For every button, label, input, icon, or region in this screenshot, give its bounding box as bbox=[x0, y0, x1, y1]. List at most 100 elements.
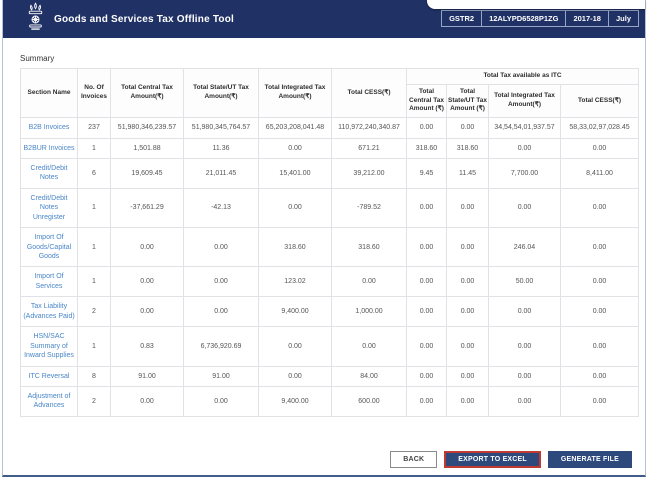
value-cell: 19,609.45 bbox=[111, 158, 184, 188]
value-cell: 1,501.88 bbox=[111, 138, 184, 158]
gstin-badge: 12ALYPD6528P1ZG bbox=[482, 11, 566, 26]
value-cell: 0.00 bbox=[332, 327, 407, 366]
value-cell: 110,972,240,340.87 bbox=[332, 118, 407, 138]
section-link[interactable]: Adjustment of Advances bbox=[28, 393, 71, 409]
value-cell: 2 bbox=[78, 297, 111, 327]
value-cell: 0.00 bbox=[489, 188, 561, 227]
section-link[interactable]: Credit/Debit Notes bbox=[31, 165, 68, 181]
value-cell: 0.00 bbox=[489, 138, 561, 158]
table-row: Adjustment of Advances20.000.009,400.006… bbox=[21, 386, 639, 416]
value-cell: 0.00 bbox=[447, 386, 489, 416]
section-link[interactable]: Tax Liability (Advances Paid) bbox=[23, 303, 74, 319]
value-cell: 1 bbox=[78, 138, 111, 158]
value-cell: 0.00 bbox=[489, 327, 561, 366]
section-link[interactable]: B2BUR Invoices bbox=[24, 145, 75, 152]
value-cell: 0.00 bbox=[184, 297, 259, 327]
value-cell: 11.45 bbox=[447, 158, 489, 188]
value-cell: 0.00 bbox=[111, 267, 184, 297]
value-cell: 0.00 bbox=[489, 297, 561, 327]
value-cell: 91.00 bbox=[184, 366, 259, 386]
section-link[interactable]: ITC Reversal bbox=[29, 373, 70, 380]
app-title: Goods and Services Tax Offline Tool bbox=[54, 14, 234, 25]
value-cell: 0.00 bbox=[407, 386, 447, 416]
table-row: HSN/SAC Summary of Inward Supplies10.836… bbox=[21, 327, 639, 366]
table-row: Credit/Debit Notes Unregister 1-37,661.29… bbox=[21, 188, 639, 227]
value-cell: 0.00 bbox=[407, 327, 447, 366]
value-cell: 6 bbox=[78, 158, 111, 188]
footer-actions: BACK EXPORT TO EXCEL GENERATE FILE bbox=[390, 451, 632, 468]
col-header-integrated-tax: Total Integrated Tax Amount(₹) bbox=[259, 69, 332, 118]
value-cell: 0.00 bbox=[447, 228, 489, 267]
col-header-itc-state: Total State/UT Tax Amount (₹) bbox=[447, 84, 489, 117]
section-name-cell: ITC Reversal bbox=[21, 366, 78, 386]
summary-table-body: B2B Invoices23751,980,346,239.5751,980,3… bbox=[21, 118, 639, 417]
value-cell: 0.00 bbox=[184, 386, 259, 416]
value-cell: 8,411.00 bbox=[561, 158, 639, 188]
value-cell: 600.00 bbox=[332, 386, 407, 416]
value-cell: 318.60 bbox=[259, 228, 332, 267]
value-cell: 0.00 bbox=[489, 386, 561, 416]
value-cell: 21,011.45 bbox=[184, 158, 259, 188]
value-cell: 50.00 bbox=[489, 267, 561, 297]
value-cell: 1 bbox=[78, 228, 111, 267]
value-cell: 0.00 bbox=[561, 327, 639, 366]
value-cell: 0.00 bbox=[407, 366, 447, 386]
table-row: Import Of Services10.000.00123.020.000.0… bbox=[21, 267, 639, 297]
value-cell: 1 bbox=[78, 188, 111, 227]
value-cell: 671.21 bbox=[332, 138, 407, 158]
back-button[interactable]: BACK bbox=[390, 451, 437, 468]
value-cell: 34,54,54,01,937.57 bbox=[489, 118, 561, 138]
value-cell: 0.00 bbox=[184, 267, 259, 297]
section-name-cell: Import Of Goods/Capital Goods bbox=[21, 228, 78, 267]
table-row: ITC Reversal891.0091.000.0084.000.000.00… bbox=[21, 366, 639, 386]
value-cell: 246.04 bbox=[489, 228, 561, 267]
section-name-cell: Adjustment of Advances bbox=[21, 386, 78, 416]
tax-period-badge: July bbox=[609, 11, 638, 26]
value-cell: 0.00 bbox=[259, 138, 332, 158]
value-cell: 0.00 bbox=[447, 327, 489, 366]
table-row: Import Of Goods/Capital Goods10.000.0031… bbox=[21, 228, 639, 267]
value-cell: 0.00 bbox=[447, 297, 489, 327]
financial-year-badge: 2017-18 bbox=[566, 11, 609, 26]
value-cell: 0.00 bbox=[259, 366, 332, 386]
generate-file-button[interactable]: GENERATE FILE bbox=[548, 451, 632, 468]
value-cell: 84.00 bbox=[332, 366, 407, 386]
value-cell: 39,212.00 bbox=[332, 158, 407, 188]
value-cell: 51,980,346,239.57 bbox=[111, 118, 184, 138]
value-cell: 65,203,208,041.48 bbox=[259, 118, 332, 138]
value-cell: 318.60 bbox=[447, 138, 489, 158]
section-name-cell: Tax Liability (Advances Paid) bbox=[21, 297, 78, 327]
section-name-cell: Credit/Debit Notes Unregister bbox=[21, 188, 78, 227]
section-link[interactable]: Import Of Services bbox=[34, 273, 63, 289]
app-window: Goods and Services Tax Offline Tool GSTR… bbox=[2, 0, 646, 477]
section-link[interactable]: HSN/SAC Summary of Inward Supplies bbox=[24, 333, 74, 359]
value-cell: 0.00 bbox=[407, 297, 447, 327]
value-cell: 0.00 bbox=[184, 228, 259, 267]
value-cell: 0.00 bbox=[447, 188, 489, 227]
value-cell: 0.83 bbox=[111, 327, 184, 366]
value-cell: 0.00 bbox=[407, 228, 447, 267]
section-link[interactable]: B2B Invoices bbox=[29, 124, 70, 131]
value-cell: 7,700.00 bbox=[489, 158, 561, 188]
value-cell: 2 bbox=[78, 386, 111, 416]
value-cell: 8 bbox=[78, 366, 111, 386]
value-cell: 0.00 bbox=[561, 228, 639, 267]
summary-table-header: Section Name No. Of Invoices Total Centr… bbox=[21, 69, 639, 118]
value-cell: 1,000.00 bbox=[332, 297, 407, 327]
section-link[interactable]: Import Of Goods/Capital Goods bbox=[27, 234, 71, 260]
value-cell: -37,661.29 bbox=[111, 188, 184, 227]
table-row: Credit/Debit Notes619,609.4521,011.4515,… bbox=[21, 158, 639, 188]
value-cell: 0.00 bbox=[447, 118, 489, 138]
section-link[interactable]: Credit/Debit Notes Unregister bbox=[31, 195, 68, 221]
value-cell: 123.02 bbox=[259, 267, 332, 297]
value-cell: 0.00 bbox=[561, 267, 639, 297]
col-header-no-of-invoices: No. Of Invoices bbox=[78, 69, 111, 118]
col-header-section-name: Section Name bbox=[21, 69, 78, 118]
value-cell: 1 bbox=[78, 267, 111, 297]
value-cell: 0.00 bbox=[561, 366, 639, 386]
value-cell: 0.00 bbox=[489, 366, 561, 386]
col-header-itc-central: Total Central Tax Amount (₹) bbox=[407, 84, 447, 117]
export-to-excel-button[interactable]: EXPORT TO EXCEL bbox=[444, 451, 541, 468]
col-header-itc-integrated: Total Integrated Tax Amount(₹) bbox=[489, 84, 561, 117]
section-name-cell: B2BUR Invoices bbox=[21, 138, 78, 158]
